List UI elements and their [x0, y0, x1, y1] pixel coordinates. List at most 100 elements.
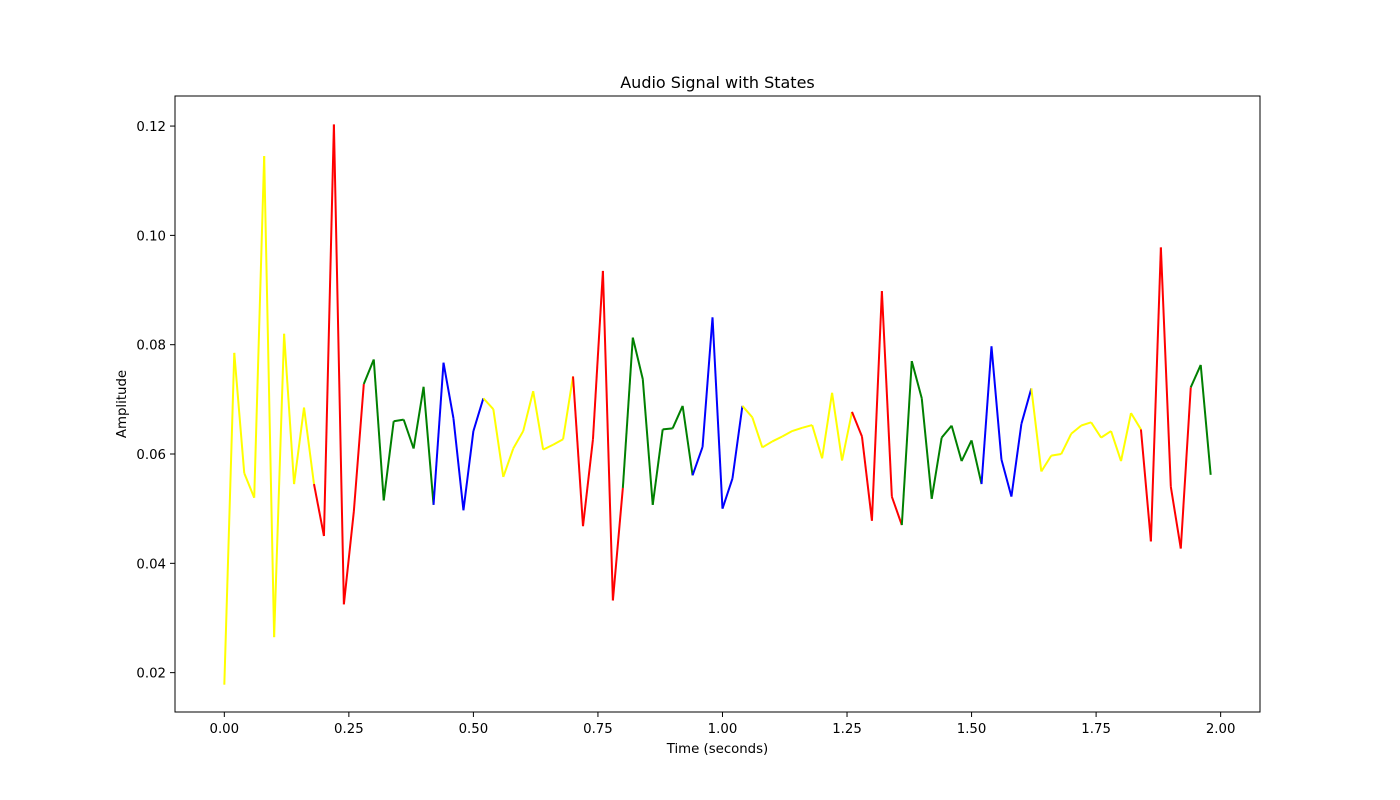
signal-segment: [940, 424, 953, 439]
signal-segment: [591, 270, 604, 440]
signal-segment: [1189, 364, 1202, 388]
signal-segment: [1149, 247, 1162, 542]
signal-segment: [841, 411, 853, 461]
x-tick-label: 0.75: [583, 722, 613, 737]
signal-segment: [860, 436, 873, 521]
signal-segment: [393, 418, 404, 423]
signal-segment: [880, 291, 893, 497]
chart-title: Audio Signal with States: [620, 73, 815, 92]
y-axis-ticks: 0.02 0.04 0.06 0.08 0.10 0.12: [136, 120, 175, 682]
signal-segment: [402, 419, 415, 449]
signal-segment: [751, 417, 764, 448]
signal-segment: [621, 337, 634, 488]
signal-segment: [851, 411, 863, 437]
signal-segment: [1080, 421, 1092, 427]
x-tick-label: 0.00: [210, 722, 240, 737]
y-tick-label: 0.12: [136, 120, 166, 135]
x-tick-label: 2.00: [1206, 722, 1236, 737]
signal-segment: [223, 352, 236, 685]
signal-segment: [731, 405, 744, 479]
signal-segment: [352, 383, 365, 512]
signal-segment: [263, 156, 276, 638]
signal-segment: [462, 430, 475, 511]
signal-segment: [831, 392, 844, 461]
signal-segment: [1000, 459, 1013, 497]
signal-segment: [452, 418, 465, 511]
x-tick-label: 0.50: [459, 722, 489, 737]
signal-segment: [1130, 412, 1142, 430]
signal-segment: [950, 425, 963, 462]
signal-segment: [1159, 247, 1172, 487]
signal-segment: [1070, 424, 1082, 435]
x-axis-ticks: 0.00 0.25 0.50 0.75 1.00 1.25 1.50 1.75 2.00: [210, 712, 1236, 737]
signal-segment: [1010, 423, 1023, 497]
x-tick-label: 0.25: [334, 722, 364, 737]
signal-segment: [821, 392, 834, 459]
signal-segment: [512, 430, 525, 450]
signal-segment: [1030, 388, 1043, 472]
signal-segment: [332, 124, 345, 605]
x-tick-label: 1.75: [1081, 722, 1111, 737]
signal-segment: [293, 407, 306, 485]
y-tick-label: 0.10: [136, 229, 166, 244]
signal-segment: [990, 346, 1003, 460]
signal-segment: [1100, 430, 1112, 439]
signal-segment: [651, 429, 664, 505]
signal-segment: [671, 405, 684, 429]
x-axis-label: Time (seconds): [666, 742, 769, 757]
signal-segment: [1139, 429, 1152, 542]
signal-segment: [970, 440, 983, 485]
signal-segment: [711, 317, 724, 509]
signal-segment: [900, 361, 913, 526]
signal-segment: [641, 379, 654, 505]
signal-segment: [1040, 455, 1053, 473]
x-tick-label: 1.00: [708, 722, 738, 737]
signal-segment: [472, 397, 485, 432]
signal-segment: [372, 359, 385, 501]
signal-segment: [422, 386, 435, 505]
signal-segment: [910, 360, 923, 399]
signal-segment: [601, 270, 614, 601]
signal-segment: [273, 333, 286, 638]
signal-segment: [771, 435, 783, 443]
signal-segment: [243, 472, 256, 499]
signal-segment: [980, 346, 993, 485]
signal-segment: [482, 397, 495, 410]
signal-series: [223, 124, 1212, 685]
signal-segment: [611, 487, 624, 601]
signal-segment: [781, 430, 793, 438]
signal-segment: [741, 405, 754, 419]
signal-segment: [1110, 430, 1122, 462]
signal-segment: [801, 424, 813, 429]
signal-segment: [1060, 433, 1073, 455]
signal-segment: [890, 496, 903, 526]
signal-segment: [572, 376, 584, 527]
signal-segment: [532, 390, 545, 450]
signal-segment: [920, 398, 933, 499]
signal-segment: [930, 437, 943, 499]
signal-segment: [791, 426, 803, 433]
signal-segment: [432, 362, 445, 505]
signal-segment: [1120, 412, 1132, 462]
signal-segment: [870, 291, 883, 521]
signal-segment: [522, 390, 535, 432]
signal-segment: [960, 439, 973, 462]
signal-segment: [1051, 453, 1062, 457]
signal-segment: [582, 439, 594, 527]
x-tick-label: 1.50: [957, 722, 987, 737]
signal-segment: [283, 333, 296, 485]
signal-segment: [303, 407, 315, 485]
signal-segment: [233, 352, 246, 474]
signal-segment: [492, 409, 505, 478]
signal-segment: [502, 448, 515, 478]
signal-segment: [1090, 421, 1102, 439]
y-tick-label: 0.06: [136, 448, 166, 463]
signal-segment: [382, 421, 395, 501]
signal-segment: [342, 511, 355, 605]
signal-segment: [313, 483, 325, 537]
signal-segment: [691, 446, 704, 476]
signal-segment: [322, 124, 335, 537]
signal-segment: [442, 362, 455, 419]
signal-segment: [1199, 364, 1212, 475]
